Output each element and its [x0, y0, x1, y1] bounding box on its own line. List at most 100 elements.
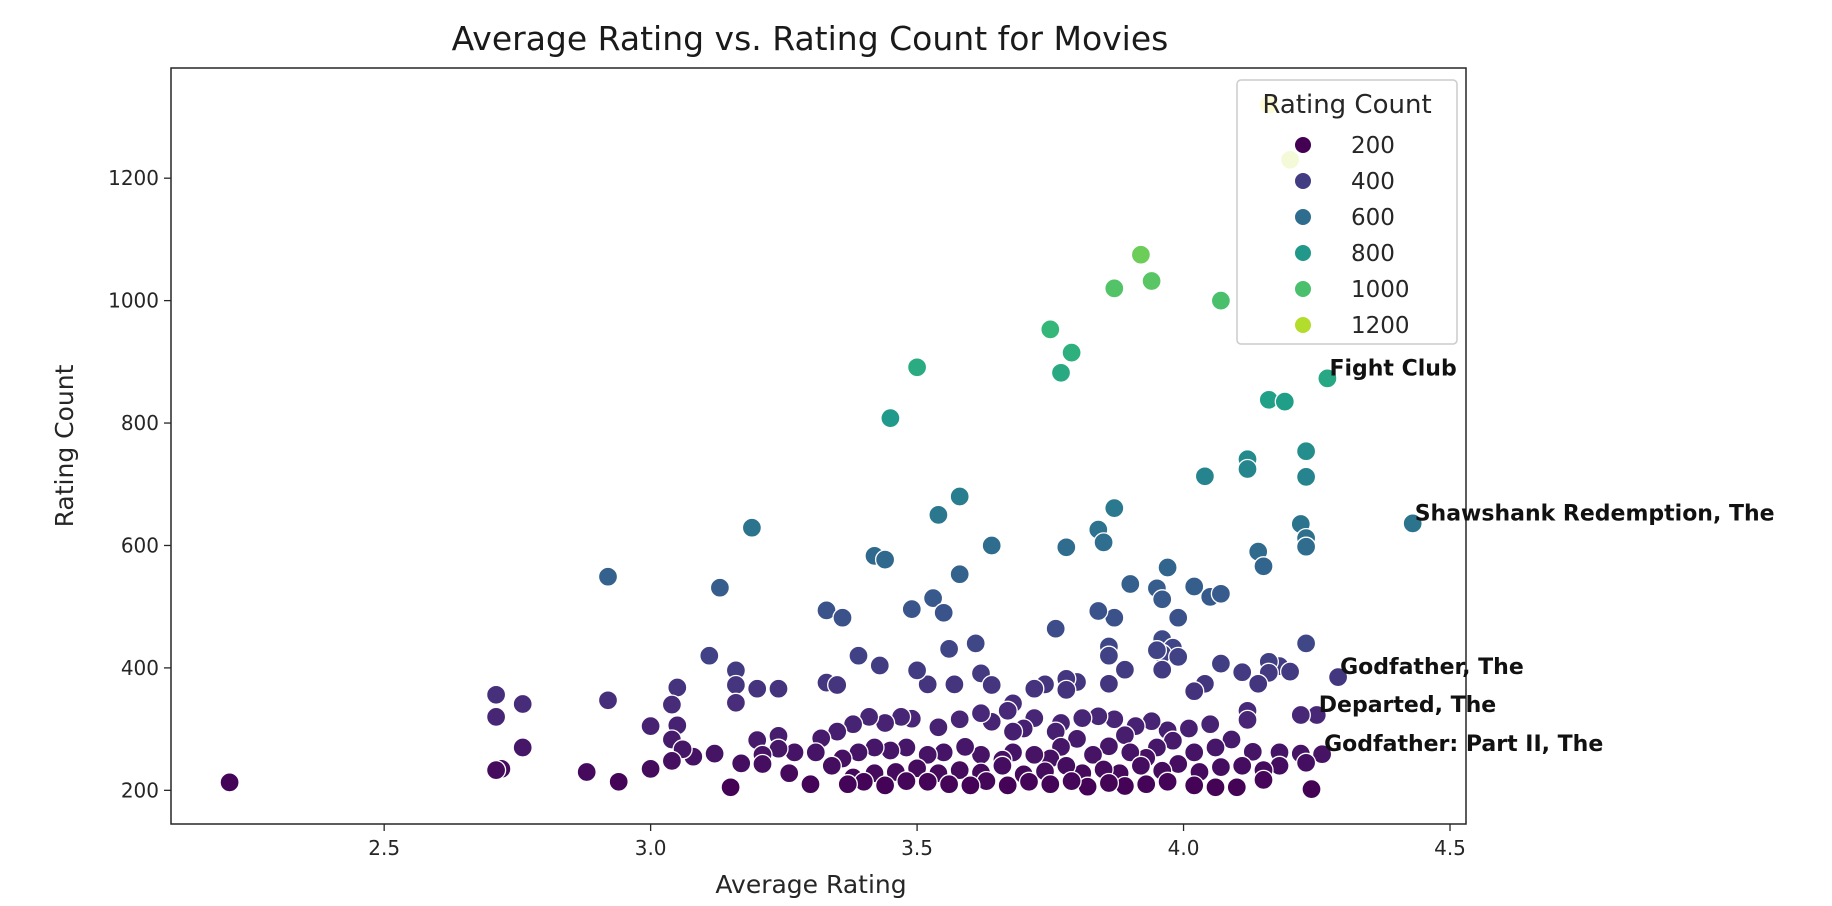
- data-point: [747, 678, 768, 699]
- data-point: [219, 772, 240, 793]
- data-point: [1056, 679, 1077, 701]
- legend-title: Rating Count: [1262, 90, 1431, 120]
- data-point: [1295, 441, 1317, 462]
- data-point: [704, 743, 725, 764]
- y-tick-label: 200: [121, 778, 159, 802]
- data-point: [837, 774, 858, 795]
- data-point: [997, 775, 1018, 796]
- data-point: [917, 674, 938, 695]
- data-point: [1120, 742, 1141, 763]
- data-point: [954, 736, 976, 758]
- data-point: [997, 700, 1018, 721]
- data-point: [1274, 391, 1295, 412]
- y-tick-label: 600: [121, 533, 159, 557]
- data-point: [827, 674, 848, 696]
- data-point: [1226, 777, 1247, 798]
- legend-label: 400: [1351, 169, 1395, 195]
- x-tick-label: 2.5: [368, 836, 400, 860]
- data-point: [1253, 769, 1274, 791]
- data-point: [1072, 707, 1093, 729]
- data-point: [1184, 775, 1205, 796]
- data-point: [1157, 557, 1178, 578]
- data-point: [699, 645, 720, 666]
- data-point: [1141, 270, 1162, 292]
- point-annotation: Fight Club: [1329, 356, 1456, 381]
- data-point: [725, 692, 747, 713]
- data-point: [1098, 645, 1120, 666]
- data-point: [709, 577, 731, 598]
- data-point: [1130, 244, 1152, 265]
- legend-label: 600: [1351, 205, 1395, 231]
- chart-title: Average Rating vs. Rating Count for Movi…: [452, 19, 1169, 58]
- data-point: [1104, 497, 1125, 519]
- plot-frame: [170, 67, 1467, 825]
- data-point: [1210, 756, 1232, 778]
- data-point: [1136, 774, 1157, 795]
- data-point: [848, 645, 869, 666]
- data-point: [906, 357, 928, 378]
- point-annotation: Departed, The: [1319, 693, 1496, 718]
- data-point: [1056, 537, 1077, 558]
- data-point: [805, 742, 826, 763]
- data-point: [1066, 728, 1088, 750]
- data-point: [1184, 681, 1205, 702]
- data-point: [821, 755, 842, 776]
- data-point: [1152, 659, 1173, 680]
- data-point: [667, 677, 688, 698]
- data-point: [1205, 737, 1226, 758]
- annotations-layer: Fight Club Shawshank Redemption, The Godfa…: [1319, 356, 1775, 757]
- data-point: [1242, 741, 1263, 762]
- legend-marker: [1294, 244, 1312, 262]
- data-point: [1018, 771, 1040, 792]
- data-point: [1114, 659, 1136, 680]
- data-point: [992, 755, 1013, 776]
- x-tick-label: 4.0: [1168, 836, 1200, 860]
- data-point: [1184, 742, 1205, 763]
- data-point: [1093, 532, 1114, 553]
- data-point: [1024, 744, 1045, 765]
- data-point: [949, 564, 970, 585]
- x-tick-label: 3.0: [635, 836, 667, 860]
- data-point: [922, 587, 944, 609]
- data-point: [1221, 729, 1242, 750]
- data-point: [1184, 576, 1205, 597]
- point-annotation: Godfather, The: [1340, 655, 1524, 680]
- data-point: [779, 763, 800, 784]
- data-point: [938, 774, 960, 795]
- data-point: [1098, 772, 1120, 794]
- data-point: [576, 761, 597, 783]
- x-tick-label: 4.5: [1434, 836, 1466, 860]
- y-tick-label: 800: [121, 411, 159, 435]
- legend-marker: [1294, 208, 1312, 226]
- legend-label: 200: [1351, 133, 1395, 159]
- data-point: [1104, 278, 1125, 299]
- data-point: [1253, 556, 1274, 577]
- data-point: [1168, 646, 1189, 668]
- y-axis-title: Rating Count: [50, 364, 79, 527]
- data-point: [981, 674, 1002, 696]
- data-point: [1061, 342, 1082, 363]
- data-point: [1232, 755, 1253, 776]
- legend-marker: [1294, 316, 1312, 334]
- data-point: [725, 674, 747, 696]
- data-point: [1130, 755, 1152, 776]
- data-point: [938, 638, 960, 660]
- data-point: [1050, 362, 1072, 383]
- data-point: [970, 703, 992, 724]
- data-point: [1024, 678, 1045, 699]
- data-point: [1120, 573, 1141, 595]
- data-point: [485, 706, 507, 728]
- data-point: [512, 693, 533, 715]
- point-annotation: Shawshank Redemption, The: [1415, 501, 1775, 526]
- data-point: [741, 517, 763, 538]
- data-point: [1002, 721, 1024, 742]
- data-point: [1279, 661, 1301, 682]
- data-point: [485, 684, 507, 705]
- data-point: [1210, 290, 1232, 311]
- data-point: [661, 750, 683, 772]
- data-point: [1178, 718, 1200, 739]
- data-point: [1301, 778, 1322, 800]
- data-point: [731, 753, 752, 774]
- point-annotation: Godfather: Part II, The: [1324, 732, 1603, 757]
- data-point: [933, 602, 954, 623]
